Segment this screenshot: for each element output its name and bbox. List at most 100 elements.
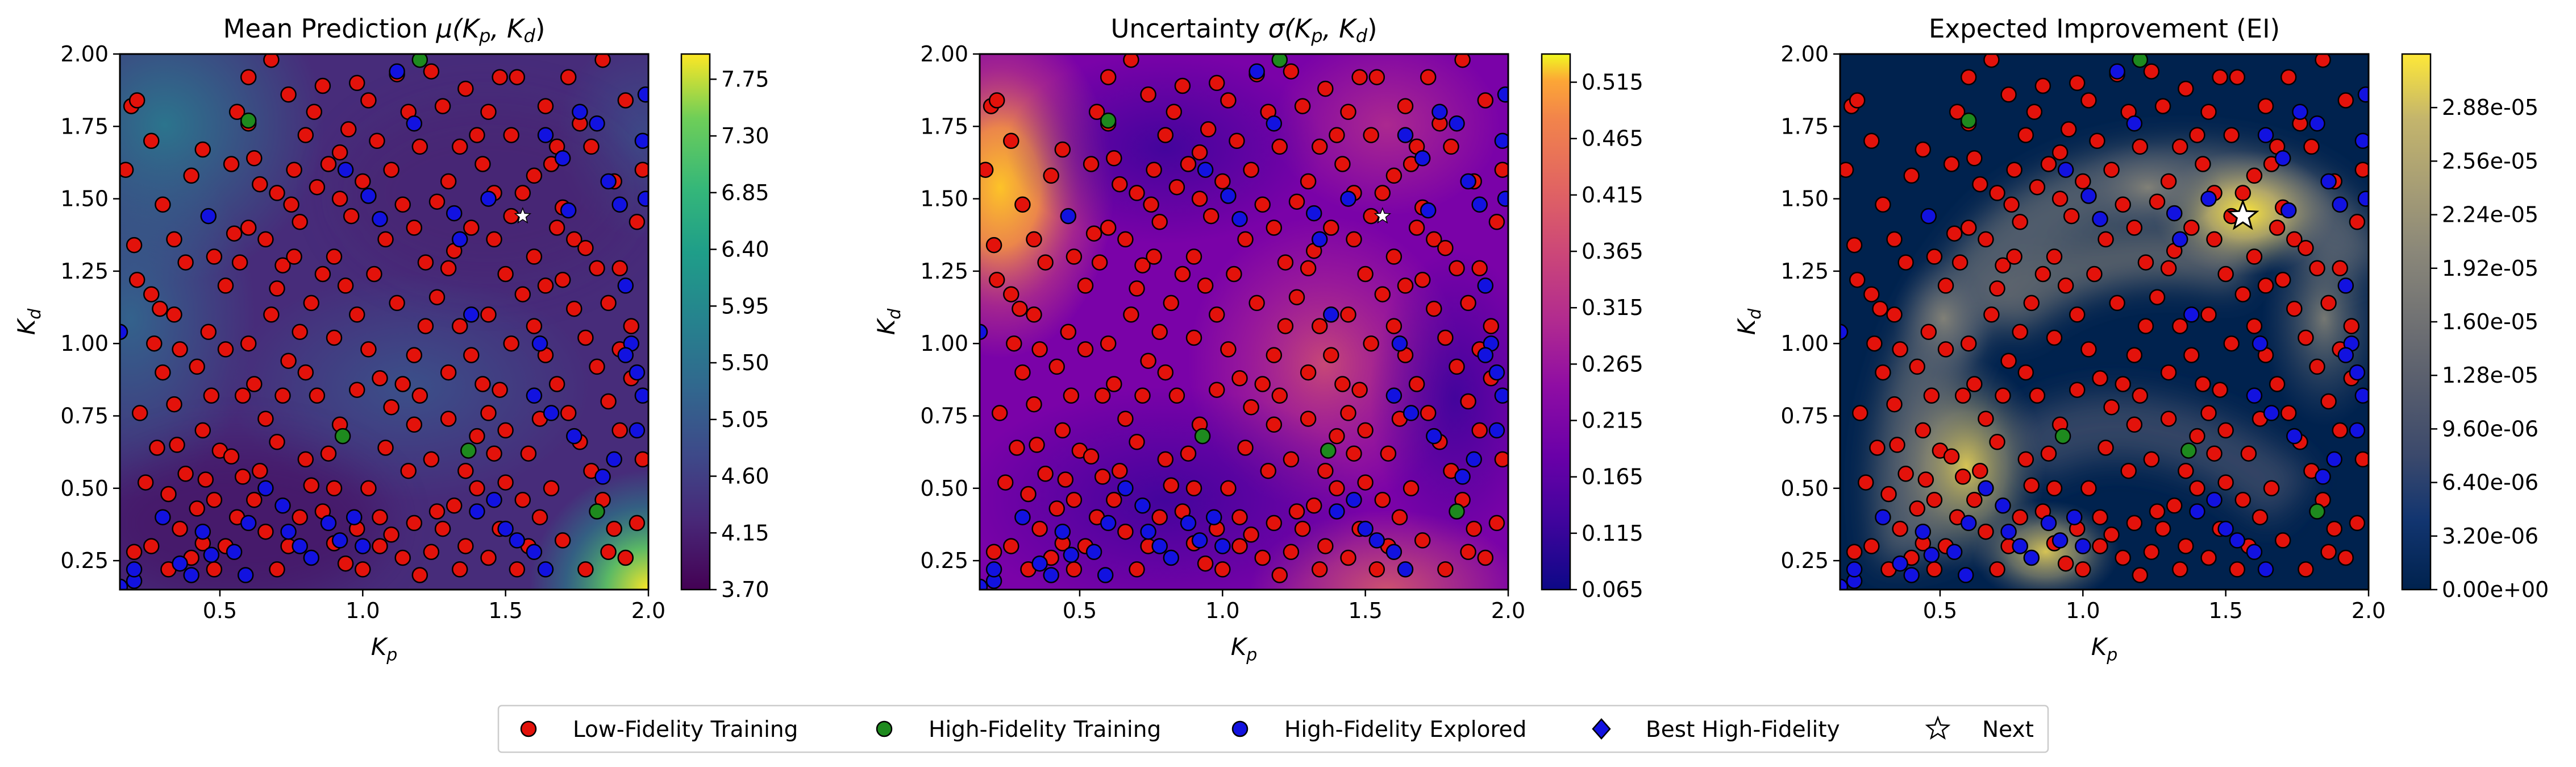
low-fidelity-point [137,474,154,491]
low-fidelity-point [1106,150,1122,167]
high-fidelity-explored-point [634,132,648,150]
low-fidelity-point [372,538,388,554]
low-fidelity-point [2212,382,2228,398]
low-fidelity-point [2269,219,2286,236]
low-fidelity-point [166,306,182,323]
low-fidelity-point [480,103,497,121]
low-fidelity-point [394,376,411,392]
low-fidelity-point [514,185,531,201]
colorbar-tick-label: 3.20e-06 [2442,524,2538,549]
colorbar-tick-label: 6.40e-06 [2442,470,2538,495]
low-fidelity-point [1966,376,1983,392]
low-fidelity-point [1140,86,1156,103]
low-fidelity-point [1374,185,1391,201]
uncertainty-title: Uncertainty σ(Kp, Kd) [1110,14,1377,47]
high-fidelity-explored-point [1205,509,1222,525]
low-fidelity-point [1094,469,1111,485]
low-fidelity-point [309,179,326,196]
low-fidelity-point [406,515,423,532]
low-fidelity-point [417,318,434,334]
low-fidelity-point [1849,92,1866,109]
high-fidelity-explored-point [617,347,634,363]
low-fidelity-point [451,318,468,334]
low-fidelity-point [2223,127,2240,143]
low-fidelity-point [1960,69,1977,85]
high-fidelity-training-point [334,428,351,445]
low-fidelity-point [451,138,468,155]
low-fidelity-point [1849,271,1866,288]
high-fidelity-explored-point [1043,567,1059,583]
high-fidelity-training-point [411,54,428,68]
low-fidelity-point [1340,306,1356,323]
low-fidelity-point [128,271,145,288]
low-fidelity-point [2178,80,2194,97]
low-fidelity-point [1140,353,1156,369]
low-fidelity-point [355,561,371,578]
high-fidelity-explored-point [1220,188,1237,204]
high-fidelity-explored-point [2257,561,2274,578]
high-fidelity-explored-point [2092,210,2108,227]
low-fidelity-point [2320,295,2337,312]
low-fidelity-point [166,231,182,248]
low-fidelity-point [120,161,134,178]
low-fidelity-point [2012,324,2028,341]
low-fidelity-point [1420,69,1437,85]
low-fidelity-point [1006,335,1022,352]
high-fidelity-explored-point [1385,544,1403,561]
low-fidelity-point [2280,69,2297,85]
low-fidelity-point [1048,500,1065,517]
low-fidelity-point [2309,260,2325,277]
high-fidelity-explored-point [2349,422,2366,439]
low-fidelity-point [1231,370,1248,387]
low-fidelity-point [406,219,423,236]
colorbar-tick-label: 0.215 [1582,408,1643,433]
low-fidelity-point [1385,318,1403,334]
low-fidelity-point [634,451,648,468]
low-fidelity-point [143,132,160,150]
uncertainty-title-sub-p: p [1310,25,1322,47]
low-fidelity-point [1200,121,1217,138]
low-fidelity-point [1123,54,1139,68]
low-fidelity-point [428,193,446,210]
low-fidelity-point [1151,509,1168,525]
y-tick-label: 2.00 [60,42,109,67]
low-fidelity-point [1368,561,1385,578]
high-fidelity-explored-point [1391,335,1408,352]
low-fidelity-point [2257,98,2274,114]
low-fidelity-point [480,549,497,566]
low-fidelity-point [2103,161,2120,178]
low-fidelity-point [1317,538,1334,554]
low-fidelity-point [1460,544,1476,561]
y-axis-label: Kd [872,308,905,335]
low-fidelity-point [231,254,248,271]
high-fidelity-explored-point [594,469,611,485]
low-fidelity-point [1368,69,1385,85]
x-tick-label: 2.0 [1491,598,1525,623]
colorbar-tick-label: 0.165 [1582,465,1643,490]
low-fidelity-point [360,341,377,358]
low-fidelity-point [2154,98,2171,114]
low-fidelity-point [1989,185,2005,201]
low-fidelity-point [560,405,577,421]
low-fidelity-point [985,544,1002,561]
low-fidelity-point [1363,127,1379,143]
high-fidelity-explored-point [980,324,988,341]
high-fidelity-explored-point [463,306,480,323]
colorbar-tick-label: 5.05 [721,407,769,432]
high-fidelity-explored-point [1460,173,1476,190]
low-fidelity-point [497,422,514,439]
low-fidelity-point [1143,196,1159,213]
low-fidelity-point [1937,277,1954,294]
high-fidelity-explored-point [1449,115,1465,132]
low-fidelity-point [1085,225,1102,242]
low-fidelity-point [623,318,640,334]
colorbar-tick-label: 0.115 [1582,521,1643,546]
low-fidelity-point [600,393,617,410]
low-fidelity-point [177,254,194,271]
low-fidelity-point [514,286,531,302]
high-fidelity-explored-point [1385,387,1403,404]
high-fidelity-explored-point [1946,544,1963,561]
high-fidelity-explored-point [446,205,463,222]
low-fidelity-point [1020,486,1037,503]
colorbar-tick-label: 5.50 [721,350,769,375]
